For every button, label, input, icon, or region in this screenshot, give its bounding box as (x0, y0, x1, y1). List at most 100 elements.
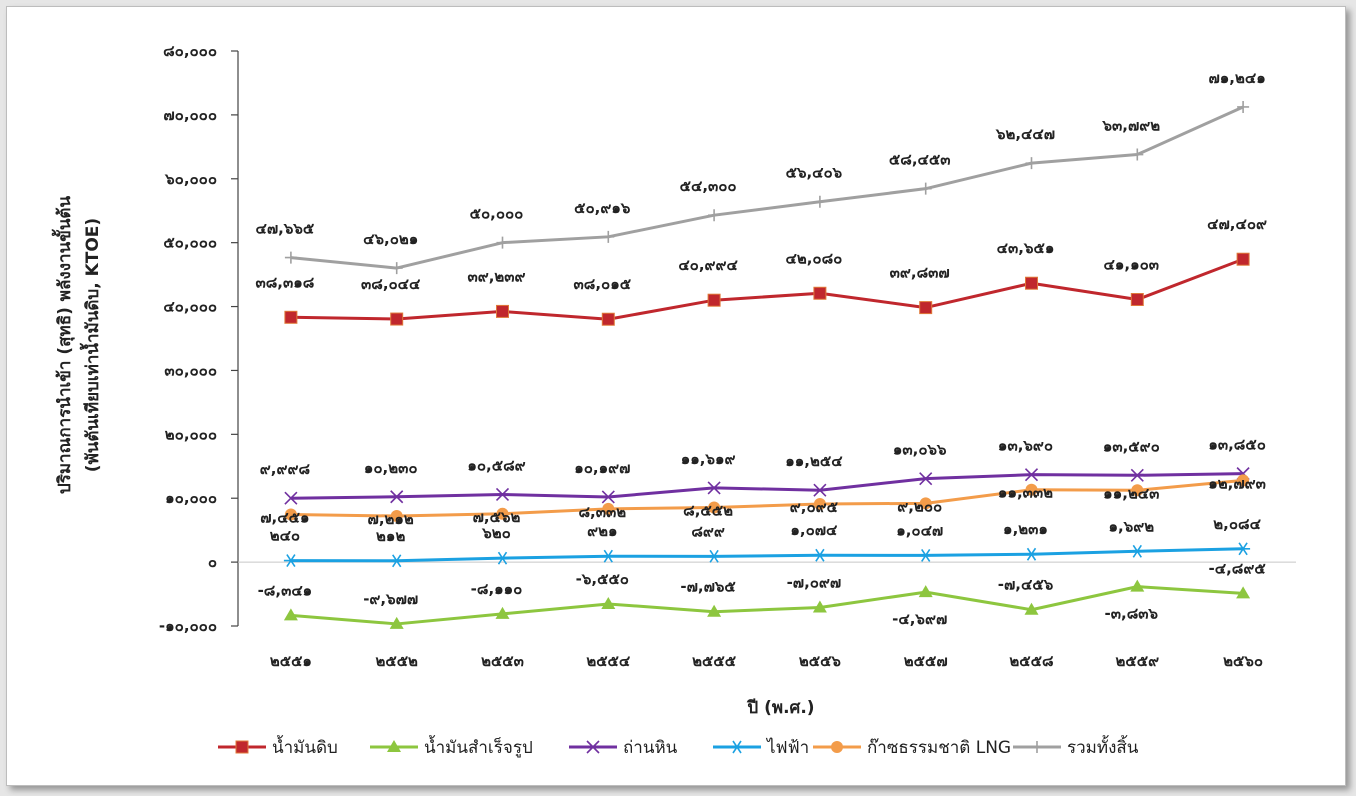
y-axis-title-line2: (พันตันเทียบเท่าน้ำมันดิบ, KTOE) (79, 218, 103, 472)
x-tick-label: ๒๕๖๐ (1223, 652, 1263, 670)
data-label: ๕๐,๙๑๖ (574, 199, 631, 217)
data-label: ๕๐,๐๐๐ (470, 205, 524, 223)
data-label: ๖๓,๗๙๒ (1101, 117, 1160, 135)
series-line-1 (290, 585, 1244, 626)
data-label: ๗๑,๒๔๑ (1208, 69, 1265, 87)
data-label: ๙,๒๐๐ (897, 497, 942, 515)
data-point (390, 312, 404, 326)
data-label: ๑๐,๕๘๙ (467, 456, 525, 474)
data-label: ๑๓,๘๕๐ (1208, 436, 1266, 454)
legend-marker (831, 741, 843, 753)
data-label: ๑๑,๒๔๓ (1103, 484, 1159, 502)
y-tick-label: ๕๐,๐๐๐ (163, 234, 217, 252)
y-tick-label: ๗๐,๐๐๐ (163, 106, 217, 124)
data-point (918, 548, 933, 562)
data-point (919, 497, 932, 510)
legend-item: ก๊าซธรรมชาติ LNG (813, 738, 1011, 758)
data-point (707, 604, 722, 617)
data-point (1236, 586, 1251, 599)
data-label: ๑๑,๖๑๙ (681, 450, 736, 468)
data-label: ๔๗,๖๖๕ (256, 220, 315, 238)
data-point (602, 230, 615, 243)
data-point (812, 548, 827, 562)
data-point (601, 549, 616, 563)
data-label: ๗,๒๑๒ (368, 510, 414, 528)
y-axis-title-line1: ปริมาณการนำเข้า (สุทธิ) พลังงานขั้นต้น (51, 196, 75, 495)
data-point (813, 483, 827, 497)
y-tick-label: ๘๐,๐๐๐ (163, 42, 217, 60)
data-point (1130, 579, 1145, 592)
data-label: ๑๓,๖๙๐ (998, 437, 1053, 455)
y-tick-label: ๔๐,๐๐๐ (163, 298, 217, 316)
data-label: ๓๙,๘๓๗ (890, 264, 950, 282)
legend-label: น้ำมันดิบ (272, 735, 338, 758)
data-label: ๑,๖๙๒ (1108, 517, 1154, 535)
legend-item: รวมทั้งสิ้น (1013, 735, 1139, 758)
data-label: ๙,๐๙๕ (790, 498, 839, 516)
series-line-0 (290, 257, 1244, 321)
data-point (708, 501, 721, 514)
data-point (1024, 468, 1039, 482)
data-point (1130, 544, 1145, 558)
data-label: ๑,๒๓๑ (1003, 520, 1048, 538)
data-point (707, 549, 722, 563)
data-point (601, 596, 616, 609)
data-label: ๕๔,๓๐๐ (680, 177, 737, 195)
x-tick-label: ๒๕๕๒ (375, 652, 418, 670)
data-label: ๑,๐๔๗ (896, 521, 943, 539)
data-label: ๙๒๑ (587, 522, 617, 540)
x-tick-label: ๒๕๕๓ (481, 652, 524, 670)
data-point (602, 502, 615, 515)
data-point (1237, 100, 1250, 113)
data-point (284, 508, 297, 521)
data-label: -๔,๘๙๕ (1209, 559, 1267, 577)
data-point (813, 498, 826, 511)
data-point (1025, 483, 1038, 496)
legend-marker (730, 740, 744, 754)
y-tick-label: ๓๐,๐๐๐ (164, 361, 217, 379)
data-label: ๑๑,๓๓๒ (998, 484, 1053, 502)
data-label: ๔๐,๙๙๔ (678, 256, 738, 274)
data-point (284, 310, 298, 324)
data-label: ๑๒,๗๙๓ (1208, 474, 1266, 492)
data-point (495, 606, 510, 619)
data-point (496, 507, 509, 520)
data-point (1025, 157, 1038, 170)
data-point (1236, 542, 1251, 556)
data-point (1237, 474, 1250, 487)
data-point (390, 262, 403, 275)
data-point (389, 554, 404, 568)
data-label: -๘,๑๑๐ (471, 580, 523, 598)
legend-label: น้ำมันสำเร็จรูป (424, 735, 533, 758)
data-label: -๗,๔๕๖ (998, 576, 1054, 594)
data-point (1025, 276, 1038, 290)
data-label: ๓๘,๓๑๘ (255, 273, 314, 291)
data-point (496, 304, 509, 318)
data-label: ๓๙,๒๓๙ (467, 267, 525, 285)
data-label: ๔๗,๔๐๙ (1207, 215, 1267, 233)
legend: น้ำมันดิบ น้ำมันสำเร็จรูป ถ่านหิน ไฟฟ้า ก๊าซ… (218, 735, 1139, 758)
legend-item: น้ำมันสำเร็จรูป (370, 735, 533, 758)
data-labels: ๓๘,๓๑๘ ๓๘,๐๔๔ ๓๙,๒๓๙ ๓๘,๐๑๕ ๔๐,๙๙๔ ๔๒,๐๘๐๓๙,๘… (255, 69, 1267, 628)
data-label: ๕๖,๔๐๖ (786, 164, 843, 182)
data-point (1131, 484, 1144, 497)
axes: -๑๐,๐๐๐ ๐ ๑๐,๐๐๐ ๒๐,๐๐๐ ๓๐,๐๐๐ ๔๐,๐๐๐ ๕๐,๐๐๐ ๖๐… (51, 42, 1296, 718)
data-label: ๑๑,๒๕๔ (785, 452, 843, 470)
chart-frame (6, 6, 1346, 786)
data-point (707, 481, 721, 495)
data-label: -๗,๐๙๗ (787, 573, 842, 591)
legend-marker (387, 740, 401, 752)
data-label: ๘๙๙ (691, 522, 725, 540)
data-point (1024, 547, 1039, 561)
data-point (496, 236, 509, 249)
data-point (283, 554, 298, 568)
data-label: ๓๘,๐๔๔ (361, 275, 421, 293)
data-point (707, 293, 721, 307)
x-tick-label: ๒๕๕๘ (1009, 652, 1054, 670)
data-label: ๗,๔๕๑ (260, 509, 309, 527)
data-label: ๙,๙๙๘ (260, 460, 311, 478)
data-label: ๖๒๐ (481, 524, 511, 542)
data-label: ๒๑๒ (376, 527, 405, 545)
data-point (601, 312, 615, 326)
